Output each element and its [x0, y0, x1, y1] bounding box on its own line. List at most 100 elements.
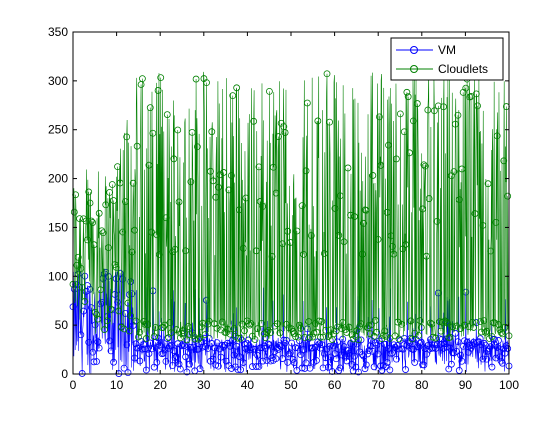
vm-point	[470, 338, 478, 346]
cloudlets-point	[311, 319, 319, 327]
cloudlets-point	[193, 143, 201, 151]
x-tick-label: 10	[110, 378, 124, 392]
cloudlets-point	[427, 319, 434, 327]
cloudlets-point	[216, 171, 224, 179]
cloudlets-point	[385, 141, 392, 149]
cloudlets-point	[497, 329, 505, 336]
cloudlets-point	[415, 332, 423, 339]
vm-point	[140, 341, 148, 348]
vm-point	[179, 340, 187, 348]
vm-point	[209, 355, 217, 363]
vm-point	[107, 347, 115, 355]
vm-point	[365, 347, 373, 354]
cloudlets-point	[421, 162, 429, 170]
vm-point	[370, 363, 378, 371]
vm-point	[499, 359, 506, 367]
cloudlets-point	[449, 323, 457, 331]
vm-point	[336, 364, 344, 372]
cloudlets-point	[142, 335, 150, 342]
cloudlets-point	[89, 219, 97, 226]
cloudlets-point	[229, 92, 237, 100]
vm-point	[141, 345, 149, 353]
cloudlets-point	[300, 250, 307, 258]
vm-point	[332, 355, 340, 363]
cloudlets-point	[307, 232, 315, 239]
cloudlets-point	[123, 133, 131, 141]
vm-point	[351, 352, 358, 360]
cloudlets-point	[191, 335, 199, 343]
vm-point	[265, 341, 273, 349]
vm-line	[72, 271, 510, 374]
vm-point	[488, 363, 496, 371]
vm-point	[355, 368, 362, 376]
cloudlets-point	[218, 318, 226, 326]
vm-point	[389, 349, 396, 357]
vm-point	[120, 364, 128, 372]
cloudlets-point	[70, 208, 78, 216]
cloudlets-point	[78, 283, 86, 291]
vm-point	[485, 345, 493, 353]
vm-point	[159, 349, 167, 357]
cloudlets-point	[373, 328, 381, 336]
cloudlets-point	[437, 327, 445, 335]
cloudlets-point	[247, 320, 255, 327]
cloudlets-point	[436, 318, 444, 326]
vm-point	[234, 366, 242, 374]
cloudlets-point	[410, 117, 417, 125]
vm-point	[144, 345, 152, 353]
cloudlets-point	[251, 336, 259, 343]
vm-point	[77, 331, 85, 339]
vm-point	[279, 355, 286, 362]
vm-point	[430, 341, 438, 349]
vm-point	[237, 366, 244, 374]
cloudlets-point	[157, 74, 165, 82]
vm-point	[402, 366, 409, 373]
cloudlets-point	[419, 205, 426, 213]
cloudlets-point	[176, 334, 184, 342]
cloudlets-point	[434, 102, 442, 110]
vm-point	[124, 369, 132, 377]
cloudlets-point	[197, 323, 205, 331]
y-tick-label: 100	[48, 269, 68, 283]
cloudlets-point	[318, 318, 326, 325]
cloudlets-point	[146, 104, 154, 112]
vm-point	[455, 367, 463, 374]
vm-point	[264, 340, 272, 348]
cloudlets-point	[322, 326, 330, 334]
vm-point	[447, 360, 455, 368]
cloudlets-point	[95, 209, 103, 217]
cloudlets-point	[246, 321, 254, 329]
cloudlets-point	[428, 320, 436, 328]
cloudlets-point	[263, 328, 271, 336]
vm-point	[313, 357, 320, 364]
vm-point	[175, 360, 183, 368]
vm-point	[163, 335, 171, 342]
vm-point	[176, 365, 184, 373]
vm-point	[322, 354, 330, 362]
vm-point	[114, 298, 121, 306]
vm-point	[78, 370, 86, 377]
cloudlets-point	[241, 327, 248, 335]
vm-series	[69, 268, 513, 377]
cloudlets-point	[383, 208, 391, 216]
vm-point	[360, 352, 368, 360]
cloudlets-point	[212, 193, 220, 201]
y-tick-label: 300	[48, 74, 68, 88]
cloudlets-point	[149, 129, 157, 137]
cloudlets-point	[433, 217, 441, 225]
cloudlets-point	[217, 326, 225, 334]
cloudlets-point	[272, 189, 280, 197]
cloudlets-point	[381, 327, 389, 335]
vm-point	[482, 341, 489, 349]
cloudlets-point	[420, 161, 428, 169]
vm-point	[162, 357, 170, 365]
cloudlets-point	[402, 241, 409, 248]
cloudlets-point	[478, 328, 485, 336]
cloudlets-point	[154, 87, 162, 94]
vm-point	[319, 364, 327, 372]
cloudlets-point	[470, 324, 478, 331]
vm-point	[416, 339, 424, 347]
cloudlets-point	[315, 317, 323, 325]
vm-point	[285, 350, 293, 358]
cloudlets-point	[129, 179, 137, 187]
